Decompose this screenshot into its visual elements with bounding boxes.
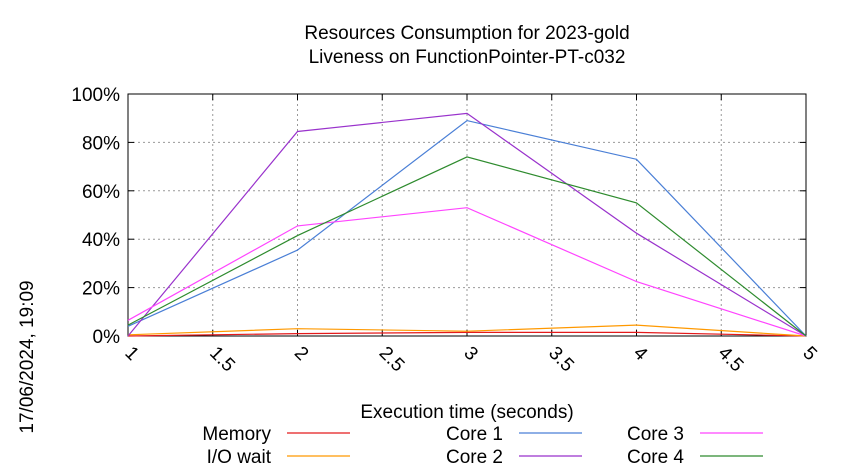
y-tick-label: 0%	[93, 327, 121, 348]
y-tick-label: 100%	[71, 85, 120, 106]
chart-title-line2: Liveness on FunctionPointer-PT-c032	[309, 47, 626, 68]
grid-lines	[128, 94, 806, 336]
x-tick-label: 3	[459, 343, 481, 365]
y-tick-label: 80%	[82, 133, 120, 154]
chart-title-line1: Resources Consumption for 2023-gold	[304, 23, 629, 44]
x-tick-label: 4	[629, 343, 652, 366]
series-line-core-4	[127, 156, 807, 337]
legend-label: Core 3	[627, 424, 684, 445]
x-tick-label: 5	[798, 343, 820, 365]
legend-label: Core 1	[446, 424, 503, 445]
series-layer	[127, 112, 807, 337]
x-tick-label: 4.5	[714, 343, 748, 377]
timestamp-label: 17/06/2024, 19:09	[17, 280, 38, 433]
series-line-i-o-wait	[127, 324, 807, 337]
x-tick-label: 1.5	[205, 343, 239, 377]
series-line-core-3	[127, 207, 807, 337]
series-line-core-2	[127, 112, 807, 337]
series-line-core-1	[127, 119, 807, 337]
y-axis: 0% 20% 40% 60% 80% 100%	[71, 85, 806, 348]
series-line-memory	[127, 331, 807, 337]
legend-label: Core 4	[627, 447, 684, 468]
x-tick-label: 1	[120, 343, 142, 365]
x-tick-label: 2.5	[375, 343, 409, 377]
y-tick-label: 40%	[82, 230, 120, 251]
y-tick-label: 60%	[82, 182, 120, 203]
legend-label: I/O wait	[207, 447, 272, 468]
x-tick-label: 2	[290, 343, 312, 365]
x-tick-label: 3.5	[544, 343, 578, 377]
y-tick-label: 20%	[82, 279, 120, 300]
legend-label: Memory	[202, 424, 271, 445]
x-axis-label: Execution time (seconds)	[360, 402, 573, 423]
legend-label: Core 2	[446, 447, 503, 468]
